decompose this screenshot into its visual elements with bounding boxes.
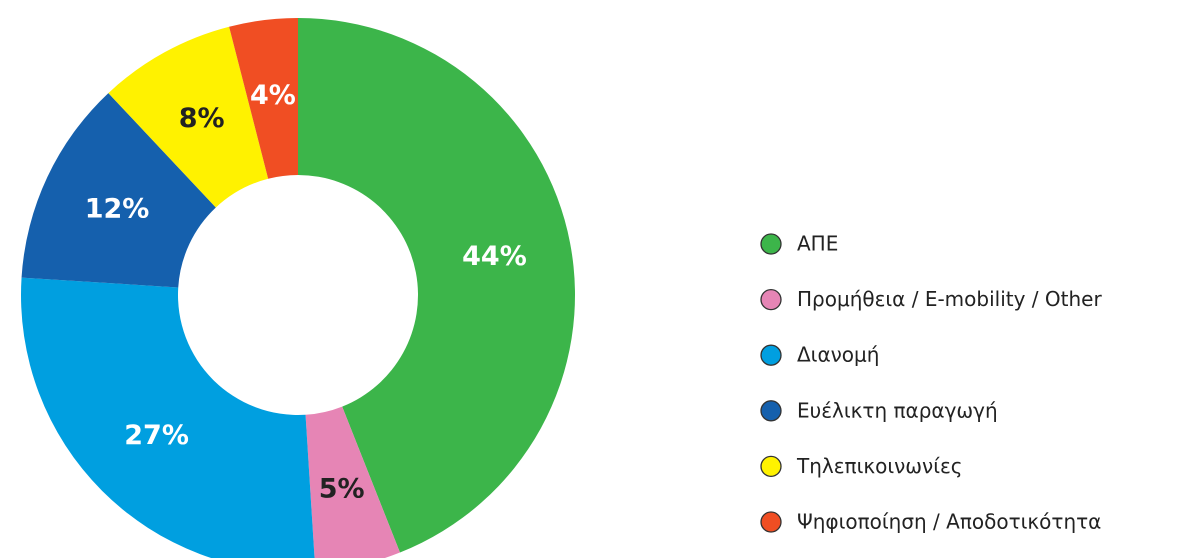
legend-swatch	[760, 455, 782, 478]
legend-swatch	[760, 400, 782, 422]
data-label: 8%	[179, 103, 225, 134]
donut-segment	[21, 93, 216, 288]
legend-label: ΑΠΕ	[797, 232, 838, 256]
donut-segment	[108, 26, 269, 208]
legend-label: Προμήθεια / E-mobility / Other	[797, 287, 1102, 311]
legend-label: Διανομή	[797, 343, 879, 367]
donut-segment	[21, 277, 315, 558]
data-label: 44%	[462, 241, 527, 272]
legend-label: Τηλεπικοινωνίες	[796, 454, 963, 478]
data-label: 4%	[250, 80, 296, 111]
donut-segment	[298, 18, 576, 553]
legend-swatch	[760, 511, 782, 533]
donut-segment	[305, 406, 400, 558]
legend-swatch	[760, 344, 782, 366]
legend-label: Ευέλικτη παραγωγή	[797, 398, 998, 422]
data-label: 27%	[124, 420, 189, 451]
donut-segment	[229, 18, 298, 179]
legend-swatch	[760, 233, 782, 255]
data-label: 12%	[85, 193, 150, 224]
legend-swatch	[760, 288, 782, 311]
legend-label: Ψηφιοποίηση / Αποδοτικότητα	[797, 510, 1101, 534]
data-label: 5%	[319, 474, 365, 505]
